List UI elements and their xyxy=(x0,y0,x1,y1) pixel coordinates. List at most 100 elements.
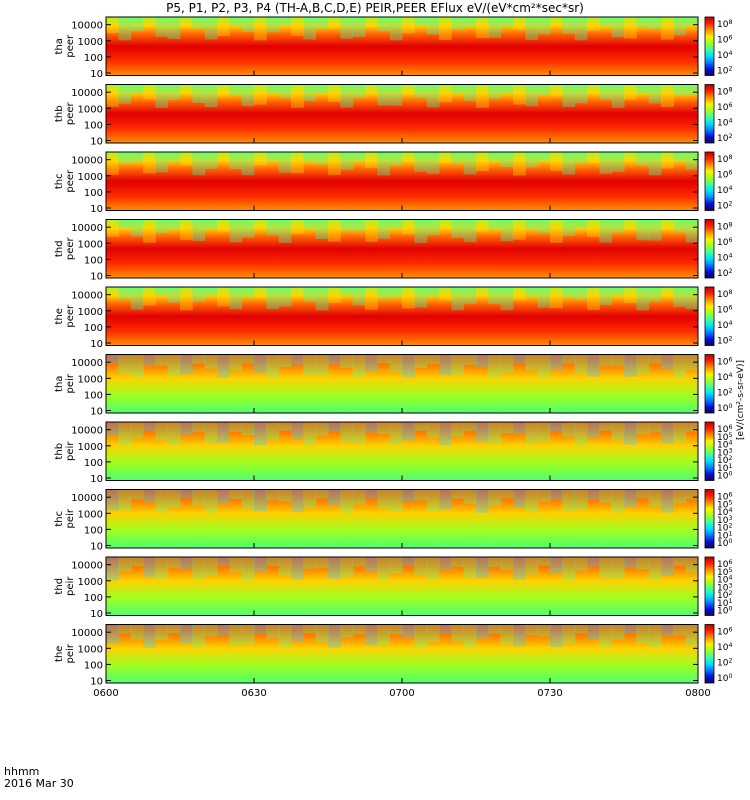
spectrogram-column xyxy=(266,354,280,378)
spectrogram-column xyxy=(254,84,267,105)
y-tick-label: 10 xyxy=(90,204,103,215)
spectrogram-column xyxy=(241,219,255,238)
spectrogram-column xyxy=(315,557,329,568)
spectrogram-column xyxy=(106,354,119,364)
spectrogram-column xyxy=(266,422,280,440)
panel-thb-peer: 10 100 1000 10000 thbpeer 108 106 104 102 xyxy=(54,84,732,148)
spectrogram-column xyxy=(537,354,551,378)
y-tick-label: 10000 xyxy=(71,21,103,32)
spectrogram-column xyxy=(155,287,169,296)
spectrogram-column xyxy=(488,624,502,634)
spectrogram-column xyxy=(241,422,255,436)
spectrogram-column xyxy=(143,152,156,174)
colorbar-tick-label: 106 xyxy=(717,559,732,571)
spectrogram-tha-peer xyxy=(106,17,698,76)
spectrogram-column xyxy=(500,287,514,311)
spectrogram-column xyxy=(611,489,625,513)
spectrogram-thd-peer xyxy=(106,219,698,278)
spectrogram-column xyxy=(217,489,230,504)
spectrogram-column xyxy=(365,17,378,27)
x-tick-label: 0800 xyxy=(685,688,710,699)
spectrogram-column xyxy=(389,17,403,41)
spectrogram-column xyxy=(451,84,465,94)
spectrogram-thc-peer xyxy=(106,152,698,211)
spectrogram-column xyxy=(377,84,391,106)
spectrogram-column xyxy=(451,624,465,641)
spectrogram-column xyxy=(402,219,415,235)
spectrogram-column xyxy=(611,557,625,579)
y-tick-label: 10000 xyxy=(71,628,103,639)
colorbar-tick-label: 108 xyxy=(717,289,732,301)
spectrogram-column xyxy=(550,624,563,648)
spectrogram-column xyxy=(241,152,255,176)
spectrogram-column xyxy=(204,17,218,40)
spectrogram-column xyxy=(426,17,440,35)
spectrogram-column xyxy=(439,152,452,163)
spectrogram-column xyxy=(624,422,637,445)
spectrogram-column xyxy=(155,84,169,108)
spectrogram-column xyxy=(537,287,551,308)
spectrogram-column xyxy=(204,422,218,444)
colorbar-thb-peir xyxy=(704,421,715,481)
spectrogram-column xyxy=(167,557,181,568)
spectrogram-column xyxy=(648,17,662,29)
spectrogram-column xyxy=(525,354,539,371)
colorbar-tick-label: 102 xyxy=(717,335,732,347)
spectrogram-column xyxy=(192,219,206,241)
spectrogram-column xyxy=(352,354,366,378)
spectrogram-column xyxy=(130,422,144,439)
y-tick-label: 10 xyxy=(90,137,103,148)
spectrogram-column xyxy=(476,422,489,442)
spectrogram-column xyxy=(476,489,489,513)
spectrogram-column xyxy=(648,84,662,104)
spectrogram-column xyxy=(463,624,477,648)
y-axis-label: thepeer xyxy=(54,304,76,328)
colorbar-thc-peer xyxy=(704,151,715,211)
spectrogram-column xyxy=(426,354,440,365)
colorbar-tick-label: 108 xyxy=(717,154,732,166)
spectrogram-column xyxy=(217,84,230,97)
spectrogram-column xyxy=(266,624,280,639)
panel-thb-peir: 10100100010000thbpeir1061051041031021011… xyxy=(54,421,732,485)
spectrogram-column xyxy=(414,152,428,172)
spectrogram-column xyxy=(624,17,637,39)
spectrogram-column xyxy=(278,219,292,243)
y-tick-label: 10 xyxy=(90,474,103,485)
spectrogram-column xyxy=(599,17,613,27)
spectrogram-column xyxy=(229,287,243,310)
spectrogram-column xyxy=(180,287,193,311)
spectrogram-column xyxy=(303,152,317,163)
y-tick-label: 100 xyxy=(84,660,103,671)
spectrogram-column xyxy=(648,219,662,241)
spectrogram-column xyxy=(204,287,218,297)
spectrogram-column xyxy=(587,152,600,163)
spectrogram-column xyxy=(685,287,699,309)
spectrogram-column xyxy=(155,354,169,366)
spectrogram-column xyxy=(167,624,181,634)
colorbar-tick-label: 104 xyxy=(717,439,732,451)
spectrogram-column xyxy=(328,354,341,365)
spectrogram-column xyxy=(624,489,637,507)
spectrogram-column xyxy=(167,219,181,230)
colorbar-tick-label: 100 xyxy=(717,470,732,482)
spectrogram-column xyxy=(587,489,600,500)
spectrogram-column xyxy=(513,624,526,647)
x-tick-label: 0600 xyxy=(93,688,118,699)
spectrogram-column xyxy=(476,354,489,367)
spectrogram-column xyxy=(624,84,637,100)
spectrogram-column xyxy=(291,219,304,234)
spectrogram-column xyxy=(167,287,181,303)
spectrogram-column xyxy=(500,84,514,94)
spectrogram-column xyxy=(106,489,119,511)
spectrogram-column xyxy=(488,489,502,506)
spectrogram-column xyxy=(217,422,230,443)
spectrogram-column xyxy=(192,489,206,506)
spectrogram-column xyxy=(229,17,243,27)
spectrogram-column xyxy=(352,17,366,37)
spectrogram-column xyxy=(389,219,403,229)
spectrogram-column xyxy=(476,287,489,296)
spectrogram-column xyxy=(636,152,650,166)
colorbar-tick-label: 101 xyxy=(717,597,732,609)
spectrogram-column xyxy=(611,152,625,172)
spectrogram-column xyxy=(525,624,539,636)
